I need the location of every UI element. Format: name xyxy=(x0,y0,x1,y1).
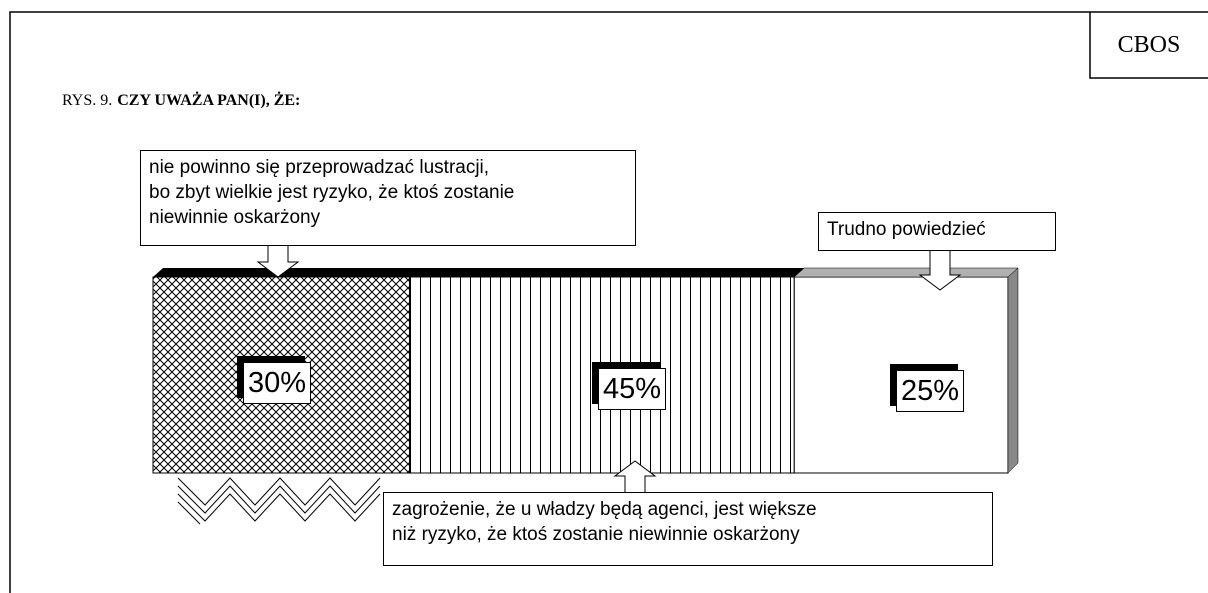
callout-arrow xyxy=(613,460,657,494)
source: CBOS xyxy=(1118,32,1181,58)
callout-arrow xyxy=(918,249,962,291)
value-label: 25% xyxy=(896,370,965,412)
frame xyxy=(9,11,1208,593)
legend-label: nie powinno się przeprowadzać lustracji,… xyxy=(140,150,636,246)
bar-top xyxy=(153,268,805,277)
callout-arrow xyxy=(256,244,300,278)
figure-label: RYS. 9. xyxy=(62,92,112,109)
shadow xyxy=(177,477,381,525)
bar-side xyxy=(1007,267,1019,474)
legend-label: zagrożenie, że u władzy będą agenci, jes… xyxy=(383,492,993,566)
value-label: 45% xyxy=(598,368,667,410)
legend-label: Trudno powiedzieć xyxy=(818,212,1056,251)
title: RYS. 9. CZY UWAŻA PAN(I), ŻE: xyxy=(62,90,300,109)
bar-top xyxy=(793,267,1019,278)
title-text: CZY UWAŻA PAN(I), ŻE: xyxy=(117,90,300,109)
value-label: 30% xyxy=(243,362,312,404)
source-box xyxy=(1089,12,1208,79)
